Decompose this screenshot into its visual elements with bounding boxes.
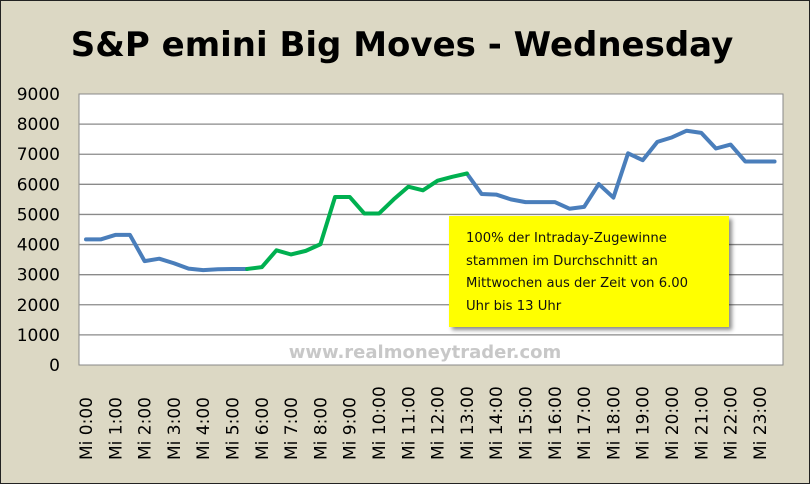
x-tick-label: Mi 15:00 bbox=[517, 386, 537, 460]
x-tick-label: Mi 3:00 bbox=[165, 397, 185, 460]
y-tick-label: 8000 bbox=[17, 115, 60, 135]
x-tick-label: Mi 4:00 bbox=[194, 397, 214, 460]
y-tick-label: 6000 bbox=[17, 175, 60, 195]
x-tick-label: Mi 22:00 bbox=[722, 386, 742, 460]
x-tick-label: Mi 17:00 bbox=[575, 386, 595, 460]
x-tick-label: Mi 20:00 bbox=[663, 386, 683, 460]
series-line bbox=[84, 232, 250, 273]
x-tick-label: Mi 12:00 bbox=[429, 386, 449, 460]
y-tick-label: 1000 bbox=[17, 326, 60, 346]
x-tick-label: Mi 0:00 bbox=[77, 397, 97, 460]
y-tick-label: 3000 bbox=[17, 266, 60, 286]
x-tick-label: Mi 14:00 bbox=[487, 386, 507, 460]
x-tick-label: Mi 9:00 bbox=[341, 397, 361, 460]
series-line-highlight bbox=[245, 171, 469, 271]
annotation-line: stammen im Durchschnitt an bbox=[466, 253, 658, 269]
annotation-line: Mittwochen aus der Zeit von 6.00 bbox=[466, 276, 689, 291]
annotation-box: 100% der Intraday-Zugewinne stammen im D… bbox=[449, 216, 729, 327]
x-tick-label: Mi 11:00 bbox=[399, 386, 419, 460]
x-tick-label: Mi 13:00 bbox=[458, 386, 478, 460]
x-tick-label: Mi 19:00 bbox=[634, 386, 654, 460]
x-tick-label: Mi 6:00 bbox=[253, 397, 273, 460]
y-tick-label: 9000 bbox=[17, 85, 60, 105]
x-tick-label: Mi 5:00 bbox=[224, 397, 244, 460]
x-tick-label: Mi 7:00 bbox=[282, 397, 302, 460]
x-tick-label: Mi 23:00 bbox=[751, 386, 771, 460]
y-tick-label: 4000 bbox=[17, 236, 60, 256]
series-line bbox=[464, 128, 777, 211]
chart-title: S&P emini Big Moves - Wednesday bbox=[71, 25, 734, 65]
x-tick-label: Mi 18:00 bbox=[604, 386, 624, 460]
y-tick-label: 5000 bbox=[17, 205, 60, 225]
annotation-line: Uhr bis 13 Uhr bbox=[466, 298, 562, 314]
x-tick-label: Mi 10:00 bbox=[370, 386, 390, 460]
x-tick-label: Mi 8:00 bbox=[311, 397, 331, 460]
x-tick-label: Mi 1:00 bbox=[106, 397, 126, 460]
x-tick-label: Mi 2:00 bbox=[136, 397, 156, 460]
y-tick-label: 2000 bbox=[17, 296, 60, 316]
watermark: www.realmoneytrader.com bbox=[289, 342, 562, 363]
y-tick-label: 7000 bbox=[17, 145, 60, 165]
y-tick-label: 0 bbox=[49, 356, 60, 376]
x-tick-label: Mi 16:00 bbox=[546, 386, 566, 460]
x-tick-label: Mi 21:00 bbox=[692, 386, 712, 460]
annotation-line: 100% der Intraday-Zugewinne bbox=[466, 231, 667, 246]
